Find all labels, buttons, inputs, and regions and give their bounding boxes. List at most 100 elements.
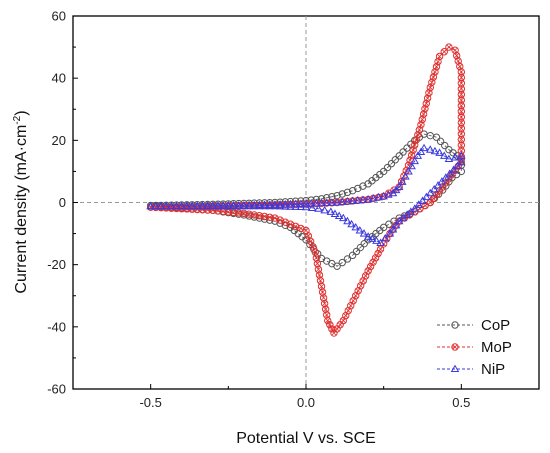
data-point-nip — [291, 202, 300, 210]
marker-cross — [458, 131, 464, 137]
data-point-nip — [275, 201, 285, 210]
data-point-cop — [343, 255, 352, 263]
data-point-mop — [314, 265, 323, 274]
marker-ring — [454, 57, 462, 65]
data-point-cop — [441, 141, 449, 150]
marker-ring — [457, 79, 466, 87]
data-point-nip — [374, 192, 383, 201]
marker-cross — [256, 213, 262, 219]
data-point-nip — [161, 201, 171, 210]
data-point-nip — [244, 201, 254, 210]
marker-cross — [458, 75, 464, 81]
data-point-mop — [234, 209, 243, 217]
marker-ring — [371, 254, 380, 262]
marker-ring — [423, 94, 432, 102]
marker-ring — [328, 325, 336, 333]
data-point-mop — [457, 147, 466, 155]
data-point-nip — [391, 220, 401, 229]
data-point-cop — [348, 251, 357, 260]
data-point-mop — [260, 212, 269, 221]
marker-cross — [458, 120, 464, 126]
data-point-nip — [301, 202, 311, 211]
marker-cross — [458, 148, 464, 154]
marker-cross — [236, 210, 242, 216]
marker-ring — [321, 305, 330, 313]
data-point-nip — [320, 205, 329, 214]
marker-cross — [298, 225, 304, 231]
data-point-mop — [445, 43, 453, 51]
marker-cross — [425, 95, 431, 101]
marker-ring — [457, 68, 466, 76]
data-point-nip — [435, 148, 444, 156]
data-point-nip — [413, 151, 423, 159]
legend-label: MoP — [481, 339, 512, 356]
data-point-nip — [441, 173, 451, 181]
marker-cross — [262, 214, 268, 219]
data-point-mop — [318, 288, 327, 296]
data-point-mop — [315, 271, 324, 279]
data-point-mop — [369, 258, 377, 266]
legend: CoP MoP NiP — [437, 317, 512, 378]
data-point-nip — [265, 200, 275, 208]
marker-cross — [458, 92, 464, 97]
data-point-mop — [423, 94, 432, 102]
marker-cross — [246, 211, 252, 217]
legend-label: CoP — [481, 317, 510, 334]
marker-ring — [313, 259, 322, 268]
marker-cross — [458, 69, 464, 75]
data-point-mop — [421, 105, 429, 113]
marker-cross — [458, 97, 464, 103]
marker-cross — [422, 106, 428, 112]
data-point-nip — [260, 201, 269, 210]
marker-ring — [457, 130, 466, 138]
marker-cross — [231, 209, 236, 215]
data-point-cop — [379, 167, 388, 176]
marker-ring — [419, 110, 428, 118]
marker-cross — [455, 58, 461, 64]
data-point-nip — [218, 201, 228, 210]
marker-ring — [326, 321, 334, 329]
data-point-mop — [457, 118, 466, 127]
data-point-nip — [255, 201, 264, 210]
data-point-nip — [307, 203, 317, 211]
marker-cross — [458, 137, 464, 143]
data-point-nip — [229, 201, 238, 210]
series-layer — [146, 43, 466, 337]
data-point-cop — [317, 254, 326, 263]
data-point-nip — [450, 153, 460, 161]
data-point-nip — [182, 201, 192, 210]
data-point-nip — [260, 200, 269, 208]
data-point-mop — [425, 89, 433, 97]
data-point-nip — [410, 156, 419, 165]
marker-cross — [437, 53, 443, 59]
data-point-nip — [433, 180, 443, 189]
data-point-nip — [193, 201, 202, 210]
data-point-nip — [394, 182, 404, 191]
marker-cross — [457, 64, 463, 69]
marker-cross — [441, 49, 447, 55]
legend-marker — [450, 364, 460, 373]
y-tick-label: 40 — [52, 71, 66, 86]
marker-ring — [317, 282, 326, 291]
marker-ring — [451, 46, 459, 54]
data-point-nip — [414, 200, 423, 208]
data-point-mop — [457, 96, 466, 104]
marker-ring — [457, 73, 466, 82]
data-point-mop — [323, 311, 331, 319]
marker-cross — [303, 227, 309, 233]
data-point-nip — [249, 201, 259, 210]
data-point-nip — [286, 202, 295, 210]
data-point-mop — [328, 325, 336, 333]
marker-ring — [271, 214, 279, 222]
data-point-nip — [430, 146, 440, 155]
data-point-cop — [343, 188, 352, 197]
marker-cross — [321, 295, 327, 301]
data-point-mop — [440, 48, 448, 56]
data-point-nip — [343, 197, 352, 205]
data-point-mop — [457, 79, 466, 87]
data-point-nip — [402, 210, 412, 218]
marker-ring — [260, 212, 269, 221]
data-point-mop — [457, 90, 466, 99]
marker-cross — [277, 217, 283, 223]
